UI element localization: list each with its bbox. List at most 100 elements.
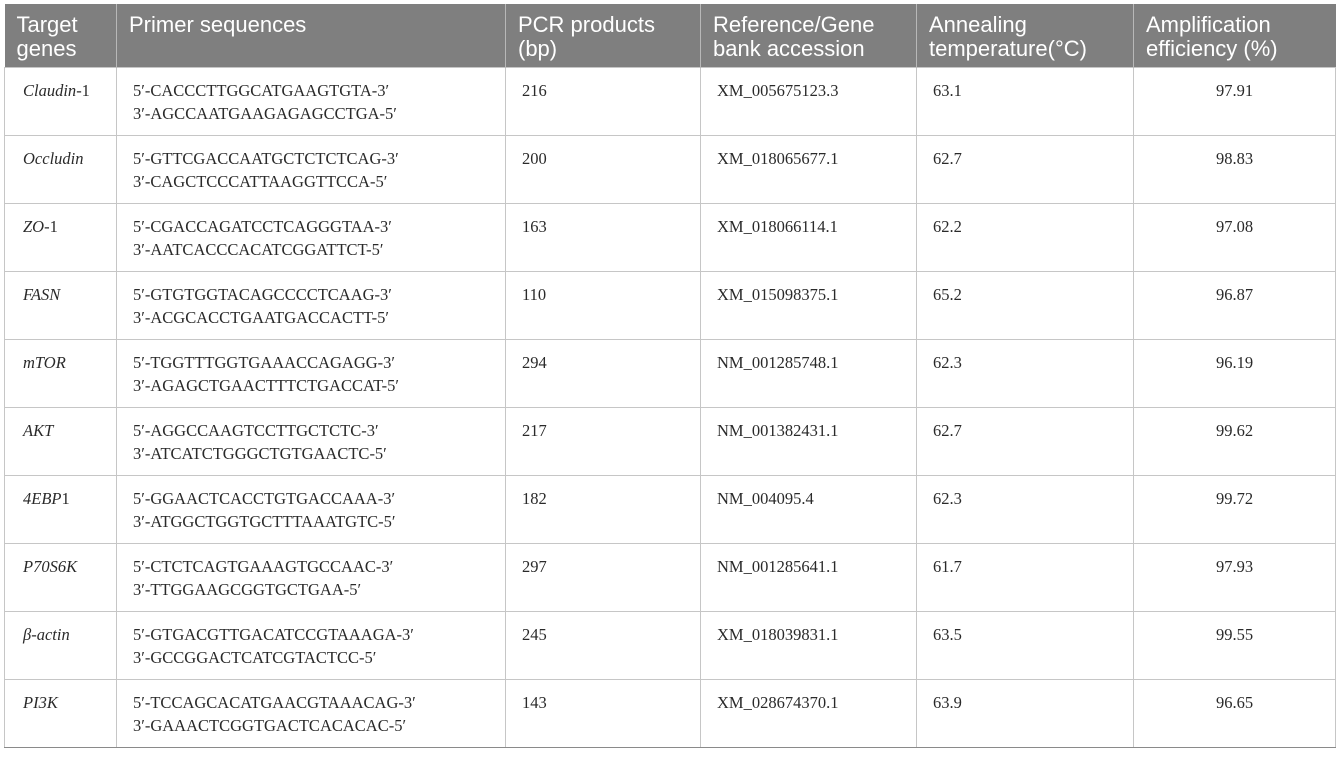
- forward-primer: 5′-TCCAGCACATGAACGTAAACAG-3′: [133, 693, 416, 712]
- reverse-primer: 3′-ACGCACCTGAATGACCACTT-5′: [133, 308, 389, 327]
- gene-suffix: -1: [44, 217, 58, 236]
- table-row: PI3K 5′-TCCAGCACATGAACGTAAACAG-3′ 3′-GAAAC…: [4, 679, 1336, 748]
- pcr-product-cell: 163: [505, 203, 701, 272]
- gene-name: 4EBP: [23, 489, 62, 508]
- gene-suffix: 1: [61, 489, 70, 508]
- pcr-product-cell: 182: [505, 475, 701, 544]
- efficiency-cell: 98.83: [1133, 135, 1336, 204]
- annealing-temp-cell: 62.7: [916, 407, 1134, 476]
- accession-cell: XM_028674370.1: [700, 679, 917, 748]
- header-pcr-products: PCR products (bp): [505, 4, 701, 68]
- reverse-primer: 3′-CAGCTCCCATTAAGGTTCCA-5′: [133, 172, 388, 191]
- table-row: ZO-1 5′-CGACCAGATCCTCAGGGTAA-3′ 3′-AATCACC…: [4, 203, 1336, 272]
- annealing-temp-cell: 63.1: [916, 67, 1134, 136]
- gene-cell: Occludin: [4, 135, 117, 204]
- efficiency-cell: 96.19: [1133, 339, 1336, 408]
- accession-cell: NM_001382431.1: [700, 407, 917, 476]
- reverse-primer: 3′-TTGGAAGCGGTGCTGAA-5′: [133, 580, 362, 599]
- pcr-product-cell: 245: [505, 611, 701, 680]
- efficiency-cell: 97.08: [1133, 203, 1336, 272]
- annealing-temp-cell: 61.7: [916, 543, 1134, 612]
- primer-cell: 5′-TGGTTTGGTGAAACCAGAGG-3′ 3′-AGAGCTGAACT…: [116, 339, 506, 408]
- table-row: mTOR 5′-TGGTTTGGTGAAACCAGAGG-3′ 3′-AGAGCTG…: [4, 339, 1336, 408]
- reverse-primer: 3′-AATCACCCACATCGGATTCT-5′: [133, 240, 384, 259]
- reverse-primer: 3′-ATGGCTGGTGCTTTAAATGTC-5′: [133, 512, 396, 531]
- table-row: P70S6K 5′-CTCTCAGTGAAAGTGCCAAC-3′ 3′-TTGGA…: [4, 543, 1336, 612]
- annealing-temp-cell: 62.7: [916, 135, 1134, 204]
- primer-cell: 5′-GTTCGACCAATGCTCTCTCAG-3′ 3′-CAGCTCCCAT…: [116, 135, 506, 204]
- header-annealing-temperature: Annealing temperature(°C): [916, 4, 1134, 68]
- annealing-temp-cell: 62.3: [916, 475, 1134, 544]
- forward-primer: 5′-GTGTGGTACAGCCCCTCAAG-3′: [133, 285, 392, 304]
- table-row: Claudin-1 5′-CACCCTTGGCATGAAGTGTA-3′ 3′-AG…: [4, 67, 1336, 136]
- forward-primer: 5′-GGAACTCACCTGTGACCAAA-3′: [133, 489, 396, 508]
- primer-cell: 5′-GGAACTCACCTGTGACCAAA-3′ 3′-ATGGCTGGTGC…: [116, 475, 506, 544]
- primer-cell: 5′-CACCCTTGGCATGAAGTGTA-3′ 3′-AGCCAATGAAG…: [116, 67, 506, 136]
- efficiency-cell: 97.93: [1133, 543, 1336, 612]
- gene-cell: β-actin: [4, 611, 117, 680]
- pcr-product-cell: 143: [505, 679, 701, 748]
- accession-cell: XM_015098375.1: [700, 271, 917, 340]
- forward-primer: 5′-GTGACGTTGACATCCGTAAAGA-3′: [133, 625, 414, 644]
- gene-name: P70S6K: [23, 557, 78, 576]
- gene-cell: 4EBP1: [4, 475, 117, 544]
- pcr-product-cell: 200: [505, 135, 701, 204]
- table-row: Occludin 5′-GTTCGACCAATGCTCTCTCAG-3′ 3′-CA…: [4, 135, 1336, 204]
- gene-cell: Claudin-1: [4, 67, 117, 136]
- gene-name: AKT: [23, 421, 54, 440]
- table-row: 4EBP1 5′-GGAACTCACCTGTGACCAAA-3′ 3′-ATGGCT…: [4, 475, 1336, 544]
- accession-cell: XM_018065677.1: [700, 135, 917, 204]
- pcr-product-cell: 110: [505, 271, 701, 340]
- primer-cell: 5′-GTGTGGTACAGCCCCTCAAG-3′ 3′-ACGCACCTGAA…: [116, 271, 506, 340]
- table-row: AKT 5′-AGGCCAAGTCCTTGCTCTC-3′ 3′-ATCATCTGG…: [4, 407, 1336, 476]
- header-target-genes: Target genes: [4, 4, 117, 68]
- primer-cell: 5′-TCCAGCACATGAACGTAAACAG-3′ 3′-GAAACTCGG…: [116, 679, 506, 748]
- efficiency-cell: 99.62: [1133, 407, 1336, 476]
- gene-suffix: -1: [76, 81, 90, 100]
- accession-cell: XM_018066114.1: [700, 203, 917, 272]
- efficiency-cell: 96.87: [1133, 271, 1336, 340]
- accession-cell: XM_018039831.1: [700, 611, 917, 680]
- efficiency-cell: 99.72: [1133, 475, 1336, 544]
- table-row: β-actin 5′-GTGACGTTGACATCCGTAAAGA-3′ 3′-GC…: [4, 611, 1336, 680]
- annealing-temp-cell: 63.5: [916, 611, 1134, 680]
- reverse-primer: 3′-GCCGGACTCATCGTACTCC-5′: [133, 648, 377, 667]
- efficiency-cell: 99.55: [1133, 611, 1336, 680]
- forward-primer: 5′-CTCTCAGTGAAAGTGCCAAC-3′: [133, 557, 394, 576]
- pcr-product-cell: 294: [505, 339, 701, 408]
- primer-cell: 5′-AGGCCAAGTCCTTGCTCTC-3′ 3′-ATCATCTGGGCT…: [116, 407, 506, 476]
- reverse-primer: 3′-AGAGCTGAACTTTCTGACCAT-5′: [133, 376, 400, 395]
- accession-cell: NM_001285748.1: [700, 339, 917, 408]
- table-row: FASN 5′-GTGTGGTACAGCCCCTCAAG-3′ 3′-ACGCACC…: [4, 271, 1336, 340]
- gene-name: Claudin: [23, 81, 77, 100]
- header-reference-accession: Reference/Gene bank accession: [700, 4, 917, 68]
- accession-cell: NM_001285641.1: [700, 543, 917, 612]
- header-row: Target genes Primer sequences PCR produc…: [4, 4, 1336, 68]
- reverse-primer: 3′-ATCATCTGGGCTGTGAACTC-5′: [133, 444, 387, 463]
- gene-name: ZO: [23, 217, 45, 236]
- forward-primer: 5′-CACCCTTGGCATGAAGTGTA-3′: [133, 81, 390, 100]
- forward-primer: 5′-TGGTTTGGTGAAACCAGAGG-3′: [133, 353, 396, 372]
- annealing-temp-cell: 62.3: [916, 339, 1134, 408]
- accession-cell: XM_005675123.3: [700, 67, 917, 136]
- annealing-temp-cell: 65.2: [916, 271, 1134, 340]
- header-primer-sequences: Primer sequences: [116, 4, 506, 68]
- forward-primer: 5′-CGACCAGATCCTCAGGGTAA-3′: [133, 217, 392, 236]
- forward-primer: 5′-AGGCCAAGTCCTTGCTCTC-3′: [133, 421, 379, 440]
- gene-name: mTOR: [23, 353, 66, 372]
- primer-cell: 5′-GTGACGTTGACATCCGTAAAGA-3′ 3′-GCCGGACTC…: [116, 611, 506, 680]
- accession-cell: NM_004095.4: [700, 475, 917, 544]
- efficiency-cell: 97.91: [1133, 67, 1336, 136]
- annealing-temp-cell: 62.2: [916, 203, 1134, 272]
- gene-cell: AKT: [4, 407, 117, 476]
- primer-cell: 5′-CGACCAGATCCTCAGGGTAA-3′ 3′-AATCACCCACA…: [116, 203, 506, 272]
- header-amplification-efficiency: Amplification efficiency (%): [1133, 4, 1336, 68]
- reverse-primer: 3′-AGCCAATGAAGAGAGCCTGA-5′: [133, 104, 397, 123]
- gene-name: β-actin: [23, 625, 70, 644]
- gene-cell: P70S6K: [4, 543, 117, 612]
- gene-name: PI3K: [23, 693, 58, 712]
- gene-name: Occludin: [23, 149, 84, 168]
- annealing-temp-cell: 63.9: [916, 679, 1134, 748]
- gene-cell: mTOR: [4, 339, 117, 408]
